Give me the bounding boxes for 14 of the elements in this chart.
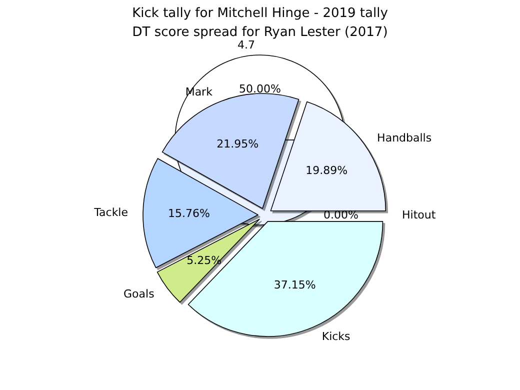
chart-title: DT score spread for Ryan Lester (2017) [132,25,388,40]
data-label: 50.00% [239,82,281,96]
slice-label: Handballs [377,131,432,144]
slice-label: Tackle [93,206,128,220]
data-label: 21.95% [216,138,259,151]
data-label: 15.76% [168,207,210,220]
slice-label: Kicks [322,330,351,343]
data-label: 19.89% [306,164,348,178]
slice-label: Goals [124,288,155,301]
chart-title: Kick tally for Mitchell Hinge - 2019 tally [132,6,388,21]
data-label: 5.25% [186,254,222,268]
slice-label: 4.7 [238,38,255,52]
data-label: 37.15% [274,278,316,292]
category-label: Hitout [402,208,436,222]
